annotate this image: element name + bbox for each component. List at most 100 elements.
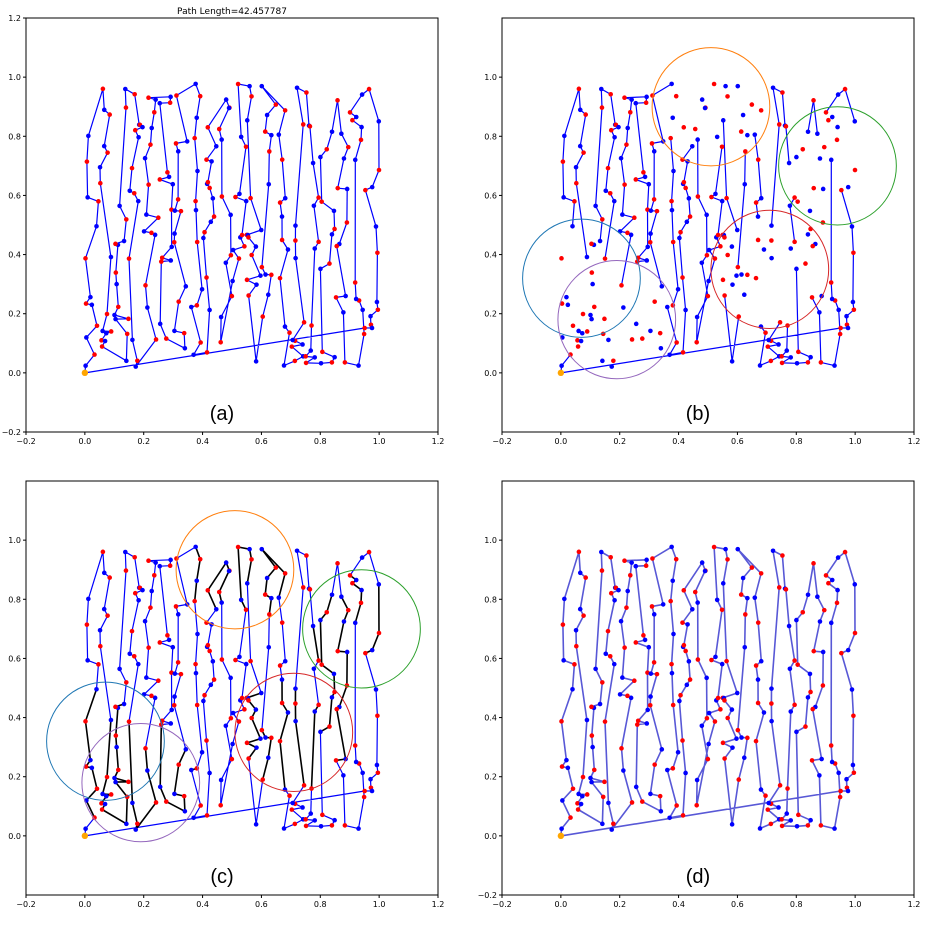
node-point <box>625 125 631 131</box>
node-point <box>192 135 197 141</box>
node-point <box>809 295 815 300</box>
node-point <box>584 792 590 797</box>
node-point <box>786 623 792 629</box>
node-point <box>121 238 127 244</box>
node-point <box>207 770 212 776</box>
node-point <box>635 718 641 724</box>
depot-point <box>557 369 565 377</box>
node-point <box>105 613 110 618</box>
node-point <box>657 330 663 336</box>
node-point <box>722 235 727 240</box>
node-point <box>146 95 151 100</box>
node-point <box>362 325 367 331</box>
node-point <box>685 622 690 627</box>
node-point <box>184 139 190 144</box>
node-point <box>124 331 130 337</box>
x-tick-label: 1.2 <box>908 900 921 909</box>
node-point <box>132 127 138 133</box>
node-point <box>83 719 88 724</box>
node-point <box>568 352 573 357</box>
node-point <box>136 134 141 140</box>
node-point <box>669 544 674 550</box>
node-point <box>132 91 137 97</box>
node-point <box>207 648 212 654</box>
node-point <box>266 181 272 187</box>
x-tick-label: −0.2 <box>16 437 35 446</box>
node-point <box>198 340 203 345</box>
node-point <box>810 243 816 249</box>
node-point <box>711 81 717 87</box>
x-tick-label: 0.2 <box>613 900 626 909</box>
x-tick-label: 0.2 <box>137 437 150 446</box>
x-tick-label: 0.8 <box>314 437 327 446</box>
node-point <box>611 821 616 827</box>
node-point <box>648 208 654 213</box>
node-point <box>817 619 823 624</box>
node-point <box>629 97 634 102</box>
node-point <box>779 817 784 822</box>
node-point <box>149 588 155 594</box>
node-point <box>263 272 268 277</box>
node-point <box>711 544 717 550</box>
node-point <box>230 710 236 716</box>
node-point <box>694 802 700 808</box>
node-point <box>680 350 686 355</box>
node-point <box>230 278 235 284</box>
node-point <box>603 651 609 657</box>
node-point <box>755 677 761 682</box>
node-point <box>159 255 165 261</box>
node-point <box>647 702 653 708</box>
node-point <box>182 808 188 814</box>
node-point <box>768 358 774 364</box>
node-point <box>100 328 105 334</box>
node-point <box>669 81 674 87</box>
node-point <box>339 594 344 600</box>
node-point <box>570 323 576 329</box>
node-point <box>719 607 725 613</box>
node-point <box>645 244 651 250</box>
node-point <box>366 86 372 92</box>
node-point <box>148 605 153 610</box>
node-point <box>292 358 298 364</box>
node-point <box>641 633 646 638</box>
node-point <box>153 800 159 805</box>
x-tick-label: 0.8 <box>790 437 803 446</box>
node-point <box>219 600 224 605</box>
node-point <box>318 266 323 272</box>
node-point <box>609 827 615 832</box>
node-point <box>104 311 110 317</box>
node-point <box>845 325 851 331</box>
node-point <box>612 134 617 140</box>
node-point <box>153 560 158 565</box>
node-point <box>850 299 856 305</box>
node-point <box>101 143 107 149</box>
node-point <box>113 316 118 322</box>
node-point <box>318 154 323 160</box>
y-tick-label: 0.0 <box>8 832 21 841</box>
node-point <box>818 823 824 828</box>
node-point <box>704 715 710 721</box>
node-point <box>633 177 639 182</box>
node-point <box>332 354 337 360</box>
node-point <box>575 801 580 806</box>
node-point <box>633 784 639 790</box>
node-point <box>852 630 858 636</box>
node-point <box>369 325 375 331</box>
node-point <box>758 108 764 113</box>
node-point <box>258 227 264 233</box>
node-point <box>208 219 214 225</box>
node-point <box>669 198 674 204</box>
x-tick-label: 0.4 <box>196 437 209 446</box>
node-point <box>168 721 174 726</box>
node-point <box>780 90 785 95</box>
node-point <box>243 198 249 204</box>
node-point <box>238 134 244 140</box>
node-point <box>742 644 748 650</box>
node-point <box>307 587 313 592</box>
node-point <box>369 788 375 794</box>
node-point <box>627 110 633 115</box>
node-point <box>182 345 188 351</box>
node-point <box>132 590 138 596</box>
node-point <box>304 553 309 558</box>
node-point <box>770 85 776 91</box>
